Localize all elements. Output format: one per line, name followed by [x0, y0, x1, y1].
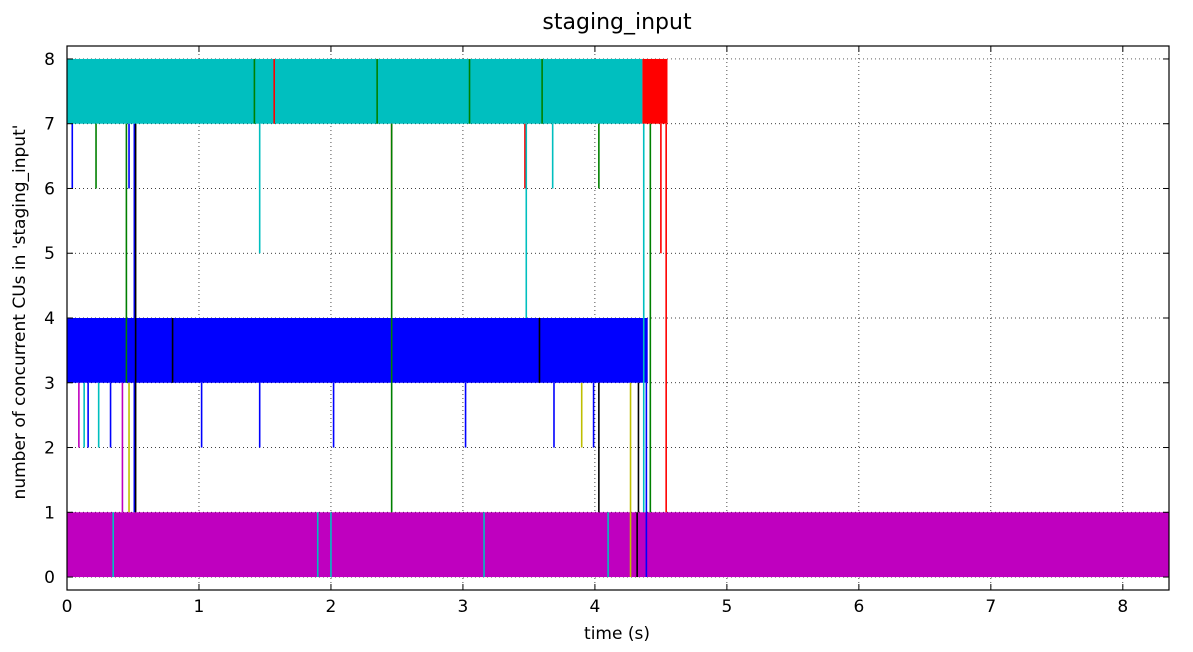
x-tick-label: 1: [194, 597, 205, 617]
y-tick-label: 7: [44, 115, 55, 135]
y-tick-label: 4: [44, 309, 55, 329]
chart-title: staging_input: [542, 10, 692, 35]
x-tick-label: 6: [853, 597, 864, 617]
band: [67, 512, 1169, 578]
band: [67, 318, 648, 383]
plot-frame: [66, 45, 1170, 591]
y-tick-label: 8: [44, 50, 55, 70]
x-tick-label: 7: [985, 597, 996, 617]
y-axis-label: number of concurrent CUs in 'staging_inp…: [10, 125, 30, 500]
ticks: 0 1 2 3 4 5 6 7 8 0 1 2 3 4 5 6 7 8: [44, 46, 1169, 617]
x-tick-label: 8: [1117, 597, 1128, 617]
band: [67, 58, 643, 124]
y-tick-label: 3: [44, 374, 55, 394]
x-tick-label: 2: [326, 597, 337, 617]
y-tick-label: 1: [44, 503, 55, 523]
band: [642, 58, 668, 124]
y-tick-label: 2: [44, 439, 55, 459]
x-axis-label: time (s): [584, 624, 650, 644]
x-tick-label: 4: [589, 597, 600, 617]
y-tick-label: 5: [44, 244, 55, 264]
y-tick-label: 0: [44, 568, 55, 588]
x-tick-label: 3: [458, 597, 469, 617]
x-tick-label: 0: [62, 597, 73, 617]
spikes: [71, 58, 667, 578]
y-tick-label: 6: [44, 179, 55, 199]
bands: [67, 58, 1169, 578]
x-tick-label: 5: [721, 597, 732, 617]
